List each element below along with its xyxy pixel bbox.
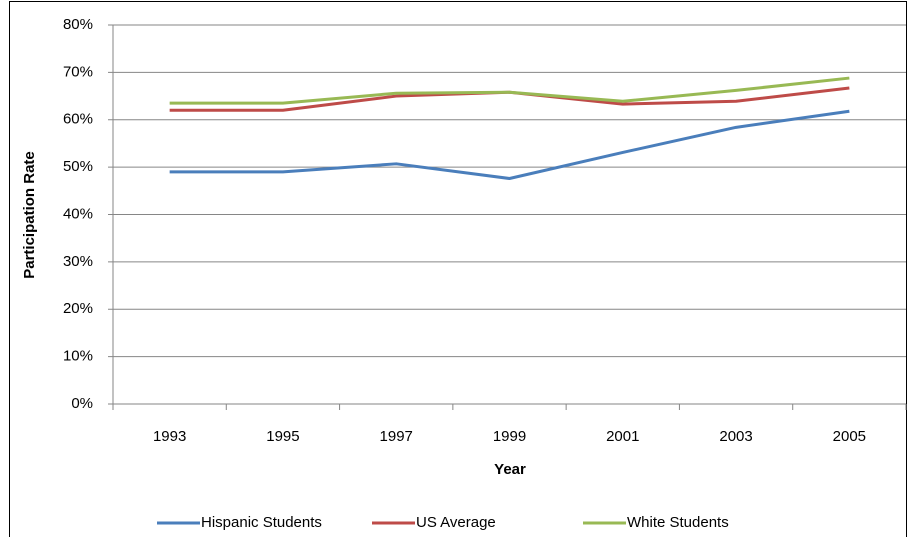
y-tick-label: 0% bbox=[71, 395, 93, 412]
y-tick-label: 20% bbox=[63, 300, 93, 317]
y-tick-label: 80% bbox=[63, 16, 93, 33]
x-tick-label: 1995 bbox=[266, 428, 299, 445]
legend-label: White Students bbox=[627, 514, 729, 531]
y-tick-label: 70% bbox=[63, 63, 93, 80]
legend-label: Hispanic Students bbox=[201, 514, 322, 531]
y-tick-label: 50% bbox=[63, 158, 93, 175]
x-tick-label: 2003 bbox=[719, 428, 752, 445]
chart-frame bbox=[9, 1, 907, 537]
y-tick-label: 40% bbox=[63, 205, 93, 222]
y-tick-label: 30% bbox=[63, 253, 93, 270]
x-tick-label: 1993 bbox=[153, 428, 186, 445]
legend-label: US Average bbox=[416, 514, 496, 531]
x-tick-label: 1999 bbox=[493, 428, 526, 445]
line bbox=[169, 109, 850, 180]
y-tick-label: 60% bbox=[63, 111, 93, 128]
y-axis-title: Participation Rate bbox=[21, 151, 38, 279]
y-tick-label: 10% bbox=[63, 348, 93, 365]
line bbox=[169, 76, 850, 105]
x-tick-label: 2005 bbox=[833, 428, 866, 445]
x-tick-label: 1997 bbox=[380, 428, 413, 445]
x-axis-title: Year bbox=[494, 461, 526, 478]
x-tick-label: 2001 bbox=[606, 428, 639, 445]
